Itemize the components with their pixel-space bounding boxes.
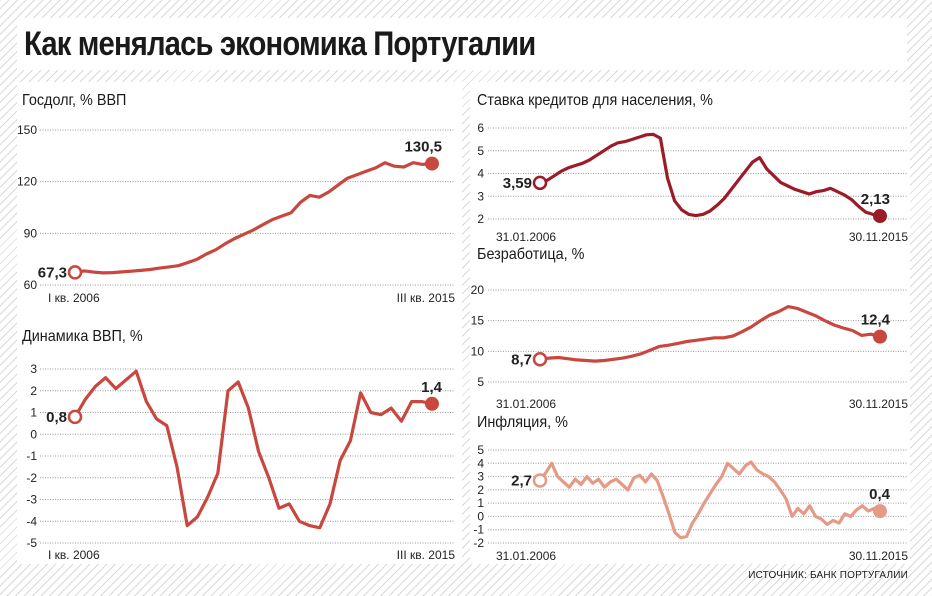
inflation-ytick-label: -1: [473, 523, 484, 537]
gdp-x-start-label: I кв. 2006: [48, 548, 100, 562]
gdp-ytick-label: -3: [26, 493, 37, 507]
rate-end-value-label: 2,13: [861, 191, 890, 208]
rate-ytick-label: 3: [477, 189, 484, 203]
debt-start-value-label: 67,3: [38, 264, 67, 281]
gdp-ytick-label: 1: [30, 406, 37, 420]
inflation-ytick-label: 0: [477, 509, 484, 523]
gdp-ytick-label: 2: [30, 384, 37, 398]
inflation-start-point: [532, 473, 548, 488]
title-bar: [17, 18, 907, 70]
debt-end-point: [425, 156, 439, 171]
debt-ytick-label: 90: [24, 226, 38, 240]
debt-x-end-label: III кв. 2015: [397, 291, 456, 305]
rate-series-line: [538, 132, 882, 218]
rate-ytick-label: 6: [477, 121, 484, 135]
unemployment-chart-title: Безработица, %: [477, 246, 585, 263]
rate-start-point: [532, 175, 548, 191]
rate-ytick-label: 4: [477, 167, 484, 181]
unemployment-series-line: [538, 305, 882, 363]
debt-end-value-label: 130,5: [404, 139, 442, 156]
inflation-chart-title: Инфляция, %: [477, 414, 568, 431]
debt-ytick-label: 150: [17, 123, 37, 137]
gdp-ytick-label: -1: [26, 449, 37, 463]
inflation-end-point: [873, 504, 887, 519]
inflation-ytick-label: 5: [477, 443, 484, 457]
inflation-ytick-label: 1: [477, 496, 484, 510]
gdp-end-point: [425, 396, 439, 411]
rate-x-start-label: 31.01.2006: [496, 230, 556, 244]
inflation-ytick-label: 2: [477, 483, 484, 497]
source-note: ИСТОЧНИК: БАНК ПОРТУГАЛИИ: [748, 570, 908, 581]
rate-end-point: [873, 209, 887, 224]
debt-ytick-label: 120: [17, 175, 37, 189]
debt-chart-title: Госдолг, % ВВП: [22, 92, 127, 109]
unemployment-end-value-label: 12,4: [861, 312, 891, 329]
inflation-x-end-label: 30.11.2015: [849, 549, 908, 563]
unemployment-start-point: [532, 352, 548, 367]
gdp-end-value-label: 1,4: [421, 379, 443, 396]
unemployment-x-end-label: 30.11.2015: [849, 397, 908, 411]
rate-x-end-label: 30.11.2015: [849, 230, 908, 244]
gdp-ytick-label: 3: [30, 362, 37, 376]
rate-ytick-label: 5: [477, 144, 484, 158]
inflation-end-value-label: 0,4: [869, 486, 891, 503]
unemployment-end-point: [873, 329, 887, 344]
gdp-ytick-label: 0: [30, 427, 37, 441]
unemployment-ytick-label: 10: [471, 344, 485, 358]
debt-x-start-label: I кв. 2006: [48, 291, 100, 305]
rate-chart-title: Ставка кредитов для населения, %: [477, 92, 713, 109]
inflation-ytick-label: 4: [477, 456, 484, 470]
rate-start-value-label: 3,59: [503, 175, 532, 192]
gdp-ytick-label: -5: [26, 536, 37, 550]
debt-series-line: [73, 161, 434, 275]
debt-start-point: [67, 265, 83, 280]
inflation-ytick-label: -2: [473, 536, 484, 550]
page-title: Как менялась экономика Португалии: [24, 25, 536, 63]
gdp-start-point: [67, 409, 83, 425]
inflation-x-start-label: 31.01.2006: [496, 549, 556, 563]
gdp-chart-title: Динамика ВВП, %: [22, 328, 143, 345]
gdp-ytick-label: -4: [26, 514, 37, 528]
unemployment-start-value-label: 8,7: [511, 351, 532, 368]
gdp-series-line: [73, 369, 434, 530]
gdp-start-value-label: 0,8: [46, 409, 67, 426]
debt-ytick-label: 60: [24, 278, 38, 292]
inflation-ytick-label: 3: [477, 470, 484, 484]
unemployment-ytick-label: 15: [471, 314, 485, 328]
unemployment-ytick-label: 20: [471, 283, 485, 297]
rate-ytick-label: 2: [477, 212, 484, 226]
unemployment-ytick-label: 5: [477, 375, 484, 389]
inflation-start-value-label: 2,7: [511, 473, 532, 490]
unemployment-x-start-label: 31.01.2006: [496, 397, 556, 411]
gdp-ytick-label: -2: [26, 471, 37, 485]
inflation-series-line: [538, 460, 882, 540]
gdp-x-end-label: III кв. 2015: [397, 548, 456, 562]
